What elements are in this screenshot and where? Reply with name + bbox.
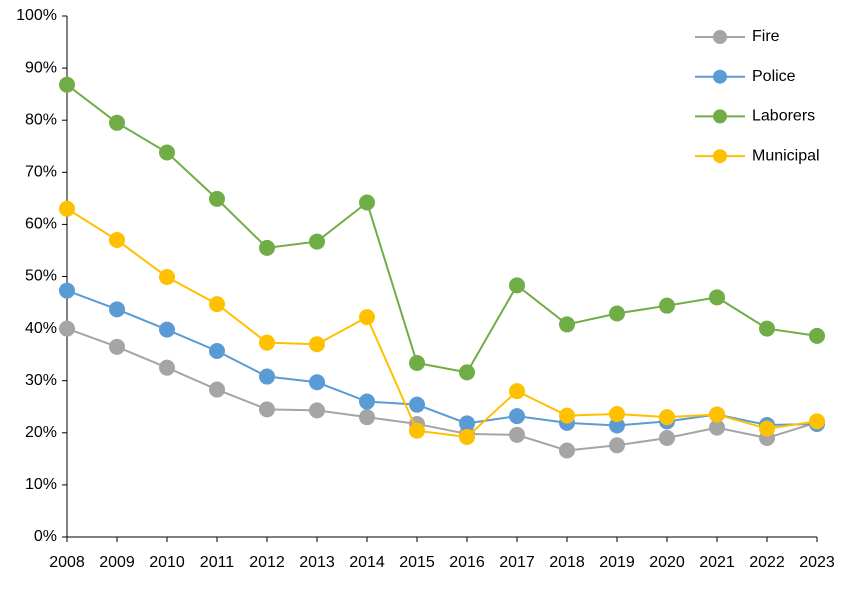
y-tick-label: 90% xyxy=(25,59,57,76)
x-tick-label: 2012 xyxy=(249,554,285,571)
x-tick-label: 2014 xyxy=(349,554,385,571)
data-point xyxy=(159,144,175,161)
y-tick-label: 30% xyxy=(25,372,57,389)
data-point xyxy=(509,408,525,425)
data-point xyxy=(709,289,725,306)
data-point xyxy=(359,409,375,426)
data-point xyxy=(259,401,275,418)
x-tick-label: 2023 xyxy=(799,554,835,571)
data-point xyxy=(159,359,175,376)
data-point xyxy=(359,393,375,410)
y-tick-label: 20% xyxy=(25,424,57,441)
y-tick-label: 40% xyxy=(25,320,57,337)
x-tick-label: 2019 xyxy=(599,554,635,571)
data-point xyxy=(209,296,225,313)
x-tick-label: 2015 xyxy=(399,554,435,571)
series-line xyxy=(66,289,818,427)
legend-marker xyxy=(713,149,727,164)
data-point xyxy=(109,338,125,355)
legend-label: Laborers xyxy=(752,108,815,125)
x-tick-label: 2009 xyxy=(99,554,135,571)
data-point xyxy=(459,428,475,445)
data-point xyxy=(59,200,75,217)
data-point xyxy=(259,334,275,351)
y-tick-label: 60% xyxy=(25,216,57,233)
x-tick-label: 2020 xyxy=(649,554,685,571)
data-point xyxy=(459,364,475,381)
data-point xyxy=(509,277,525,294)
data-point xyxy=(759,420,775,437)
legend-label: Municipal xyxy=(752,147,820,164)
data-point xyxy=(809,413,825,430)
data-point xyxy=(709,406,725,423)
data-point xyxy=(509,426,525,443)
data-point xyxy=(659,297,675,314)
data-point xyxy=(359,194,375,211)
data-point xyxy=(459,415,475,432)
data-point xyxy=(59,76,75,93)
x-tick-label: 2018 xyxy=(549,554,585,571)
data-point xyxy=(109,301,125,318)
data-point xyxy=(609,417,625,434)
data-point xyxy=(559,407,575,424)
y-tick-label: 100% xyxy=(16,7,57,24)
data-point xyxy=(309,233,325,250)
data-point xyxy=(309,336,325,353)
data-point xyxy=(159,269,175,286)
legend-label: Police xyxy=(752,68,796,85)
data-point xyxy=(559,316,575,333)
data-point xyxy=(59,320,75,337)
y-tick-label: 50% xyxy=(25,268,57,285)
data-point xyxy=(159,321,175,338)
data-point xyxy=(309,402,325,419)
data-point xyxy=(809,327,825,344)
data-point xyxy=(209,190,225,207)
x-tick-label: 2017 xyxy=(499,554,535,571)
x-tick-label: 2022 xyxy=(749,554,785,571)
legend-marker xyxy=(713,69,727,84)
legend-marker xyxy=(713,109,727,124)
data-point xyxy=(259,239,275,256)
data-point xyxy=(559,442,575,459)
y-tick-label: 0% xyxy=(34,528,57,545)
legend-marker xyxy=(713,30,727,44)
data-point xyxy=(59,282,75,299)
x-tick-label: 2008 xyxy=(49,554,85,571)
data-point xyxy=(659,409,675,426)
data-point xyxy=(109,232,125,249)
data-point xyxy=(609,305,625,322)
data-point xyxy=(709,419,725,436)
data-point xyxy=(609,437,625,454)
data-point xyxy=(309,374,325,391)
data-point xyxy=(659,430,675,447)
data-point xyxy=(509,383,525,400)
series-line xyxy=(66,83,818,374)
y-tick-label: 10% xyxy=(25,476,57,493)
data-point xyxy=(759,320,775,337)
x-tick-label: 2013 xyxy=(299,554,335,571)
data-point xyxy=(409,354,425,371)
data-point xyxy=(109,114,125,131)
data-point xyxy=(359,309,375,326)
x-tick-label: 2016 xyxy=(449,554,485,571)
y-tick-label: 80% xyxy=(25,111,57,128)
data-point xyxy=(409,396,425,413)
y-tick-label: 70% xyxy=(25,164,57,181)
x-tick-label: 2010 xyxy=(149,554,185,571)
data-point xyxy=(409,422,425,439)
data-point xyxy=(209,381,225,398)
x-tick-label: 2011 xyxy=(200,554,235,571)
data-point xyxy=(259,368,275,385)
series-line xyxy=(66,327,818,452)
data-point xyxy=(209,343,225,360)
legend-label: Fire xyxy=(752,28,780,45)
data-point xyxy=(609,406,625,423)
series-line xyxy=(66,207,818,439)
x-tick-label: 2021 xyxy=(699,554,735,571)
